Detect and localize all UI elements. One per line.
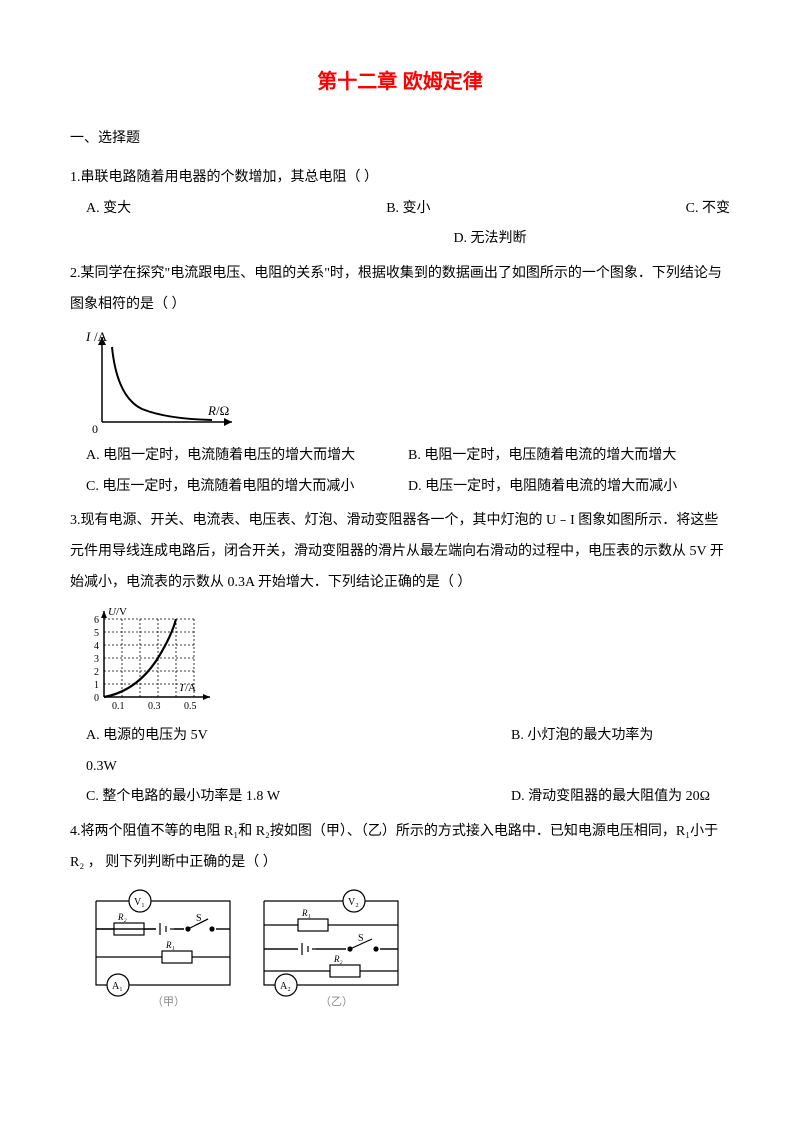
q3-opt-a: A. 电源的电压为 5V <box>86 721 511 752</box>
q1-options-abc: A. 变大 B. 变小 C. 不变 <box>70 194 730 225</box>
svg-text:A₂: A₂ <box>280 981 291 992</box>
svg-text:/Ω: /Ω <box>216 403 229 418</box>
svg-text:R: R <box>207 403 216 418</box>
q2-opt-c: C. 电压一定时，电流随着电阻的增大而减小 <box>86 472 408 503</box>
q4-figure: V₁ R₂ S <box>82 885 730 1010</box>
svg-text:R₂: R₂ <box>117 912 127 922</box>
svg-text:1: 1 <box>94 680 99 691</box>
q3-opt-b-cont: 0.3W <box>86 752 730 783</box>
svg-text:3: 3 <box>94 654 99 665</box>
svg-text:A₁: A₁ <box>112 981 123 992</box>
svg-text:R₁: R₁ <box>301 908 311 918</box>
svg-text:5: 5 <box>94 628 99 639</box>
svg-text:V₂: V₂ <box>348 897 359 908</box>
section-heading: 一、选择题 <box>70 124 730 155</box>
q2-options: A. 电阻一定时，电流随着电压的增大而增大 B. 电阻一定时，电压随着电流的增大… <box>70 441 730 503</box>
page-title: 第十二章 欧姆定律 <box>70 60 730 104</box>
q2-opt-a: A. 电阻一定时，电流随着电压的增大而增大 <box>86 441 408 472</box>
q1-opt-d: D. 无法判断 <box>70 224 730 255</box>
svg-text:R₂: R₂ <box>333 954 343 964</box>
q2-opt-d: D. 电压一定时，电阻随着电流的增大而减小 <box>408 472 730 503</box>
svg-text:（乙）: （乙） <box>320 995 353 1008</box>
q1-opt-b: B. 变小 <box>386 194 430 225</box>
q3-opt-d: D. 滑动变阻器的最大阻值为 20Ω <box>511 782 730 813</box>
question-3: 3.现有电源、开关、电流表、电压表、灯泡、滑动变阻器各一个，其中灯泡的 U﹣I … <box>70 506 730 813</box>
q3-opt-c: C. 整个电路的最小功率是 1.8 W <box>86 782 511 813</box>
question-4: 4.将两个阻值不等的电阻 R₁和 R₂按如图（甲）、（乙）所示的方式接入电路中．… <box>70 817 730 1010</box>
q1-stem: 1.串联电路随着用电器的个数增加，其总电阻（ ） <box>70 163 730 194</box>
q2-stem: 2.某同学在探究"电流跟电压、电阻的关系"时，根据收集到的数据画出了如图所示的一… <box>70 259 730 321</box>
svg-text:6: 6 <box>94 615 99 626</box>
svg-text:I: I <box>85 329 91 344</box>
q4-stem: 4.将两个阻值不等的电阻 R₁和 R₂按如图（甲）、（乙）所示的方式接入电路中．… <box>70 817 730 879</box>
q2-figure: I /A R /Ω 0 <box>82 327 730 437</box>
svg-text:V₁: V₁ <box>134 897 145 908</box>
q2-opt-b: B. 电阻一定时，电压随着电流的增大而增大 <box>408 441 730 472</box>
svg-text:4: 4 <box>94 641 99 652</box>
svg-text:/V: /V <box>116 606 127 618</box>
svg-text:（甲）: （甲） <box>152 995 185 1008</box>
svg-text:2: 2 <box>94 667 99 678</box>
svg-text:0.1: 0.1 <box>112 701 125 712</box>
question-1: 1.串联电路随着用电器的个数增加，其总电阻（ ） A. 变大 B. 变小 C. … <box>70 163 730 255</box>
q3-options: A. 电源的电压为 5V B. 小灯泡的最大功率为 0.3W C. 整个电路的最… <box>70 721 730 813</box>
svg-text:S: S <box>358 933 364 944</box>
q1-opt-c: C. 不变 <box>686 194 730 225</box>
q1-opt-a: A. 变大 <box>86 194 131 225</box>
q3-opt-b: B. 小灯泡的最大功率为 <box>511 721 730 752</box>
q3-figure: 0 1 2 3 4 5 6 0.1 0.3 0.5 U/V I/A <box>82 605 730 717</box>
svg-text:/A: /A <box>185 682 196 694</box>
svg-text:R₁: R₁ <box>165 940 175 950</box>
q3-stem: 3.现有电源、开关、电流表、电压表、灯泡、滑动变阻器各一个，其中灯泡的 U﹣I … <box>70 506 730 598</box>
svg-text:0: 0 <box>94 693 99 704</box>
svg-text:0.5: 0.5 <box>184 701 197 712</box>
svg-text:/A: /A <box>94 329 108 344</box>
svg-text:0: 0 <box>92 422 98 436</box>
svg-text:0.3: 0.3 <box>148 701 161 712</box>
question-2: 2.某同学在探究"电流跟电压、电阻的关系"时，根据收集到的数据画出了如图所示的一… <box>70 259 730 502</box>
